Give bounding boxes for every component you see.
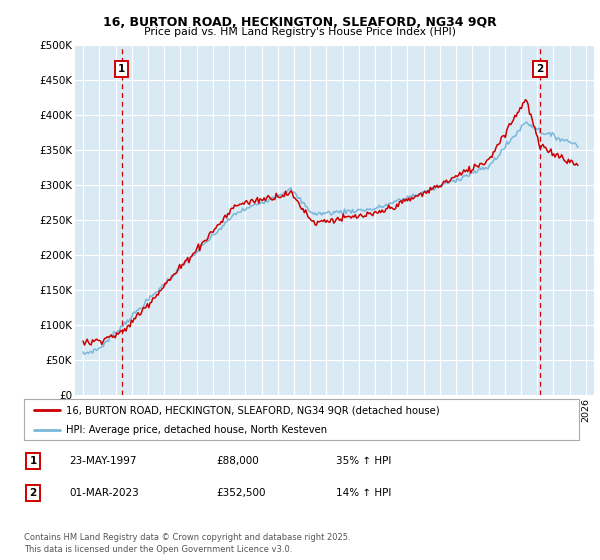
Text: £352,500: £352,500 — [216, 488, 265, 498]
Text: 1: 1 — [29, 456, 37, 466]
Text: Price paid vs. HM Land Registry's House Price Index (HPI): Price paid vs. HM Land Registry's House … — [144, 27, 456, 37]
Text: 16, BURTON ROAD, HECKINGTON, SLEAFORD, NG34 9QR: 16, BURTON ROAD, HECKINGTON, SLEAFORD, N… — [103, 16, 497, 29]
Text: £88,000: £88,000 — [216, 456, 259, 466]
Text: 14% ↑ HPI: 14% ↑ HPI — [336, 488, 391, 498]
Text: HPI: Average price, detached house, North Kesteven: HPI: Average price, detached house, Nort… — [65, 424, 327, 435]
Text: Contains HM Land Registry data © Crown copyright and database right 2025.
This d: Contains HM Land Registry data © Crown c… — [24, 533, 350, 554]
Text: 23-MAY-1997: 23-MAY-1997 — [69, 456, 137, 466]
Text: 2: 2 — [536, 64, 544, 74]
Text: 35% ↑ HPI: 35% ↑ HPI — [336, 456, 391, 466]
Text: 16, BURTON ROAD, HECKINGTON, SLEAFORD, NG34 9QR (detached house): 16, BURTON ROAD, HECKINGTON, SLEAFORD, N… — [65, 405, 439, 415]
Text: 2: 2 — [29, 488, 37, 498]
Text: 01-MAR-2023: 01-MAR-2023 — [69, 488, 139, 498]
Text: 1: 1 — [118, 64, 125, 74]
